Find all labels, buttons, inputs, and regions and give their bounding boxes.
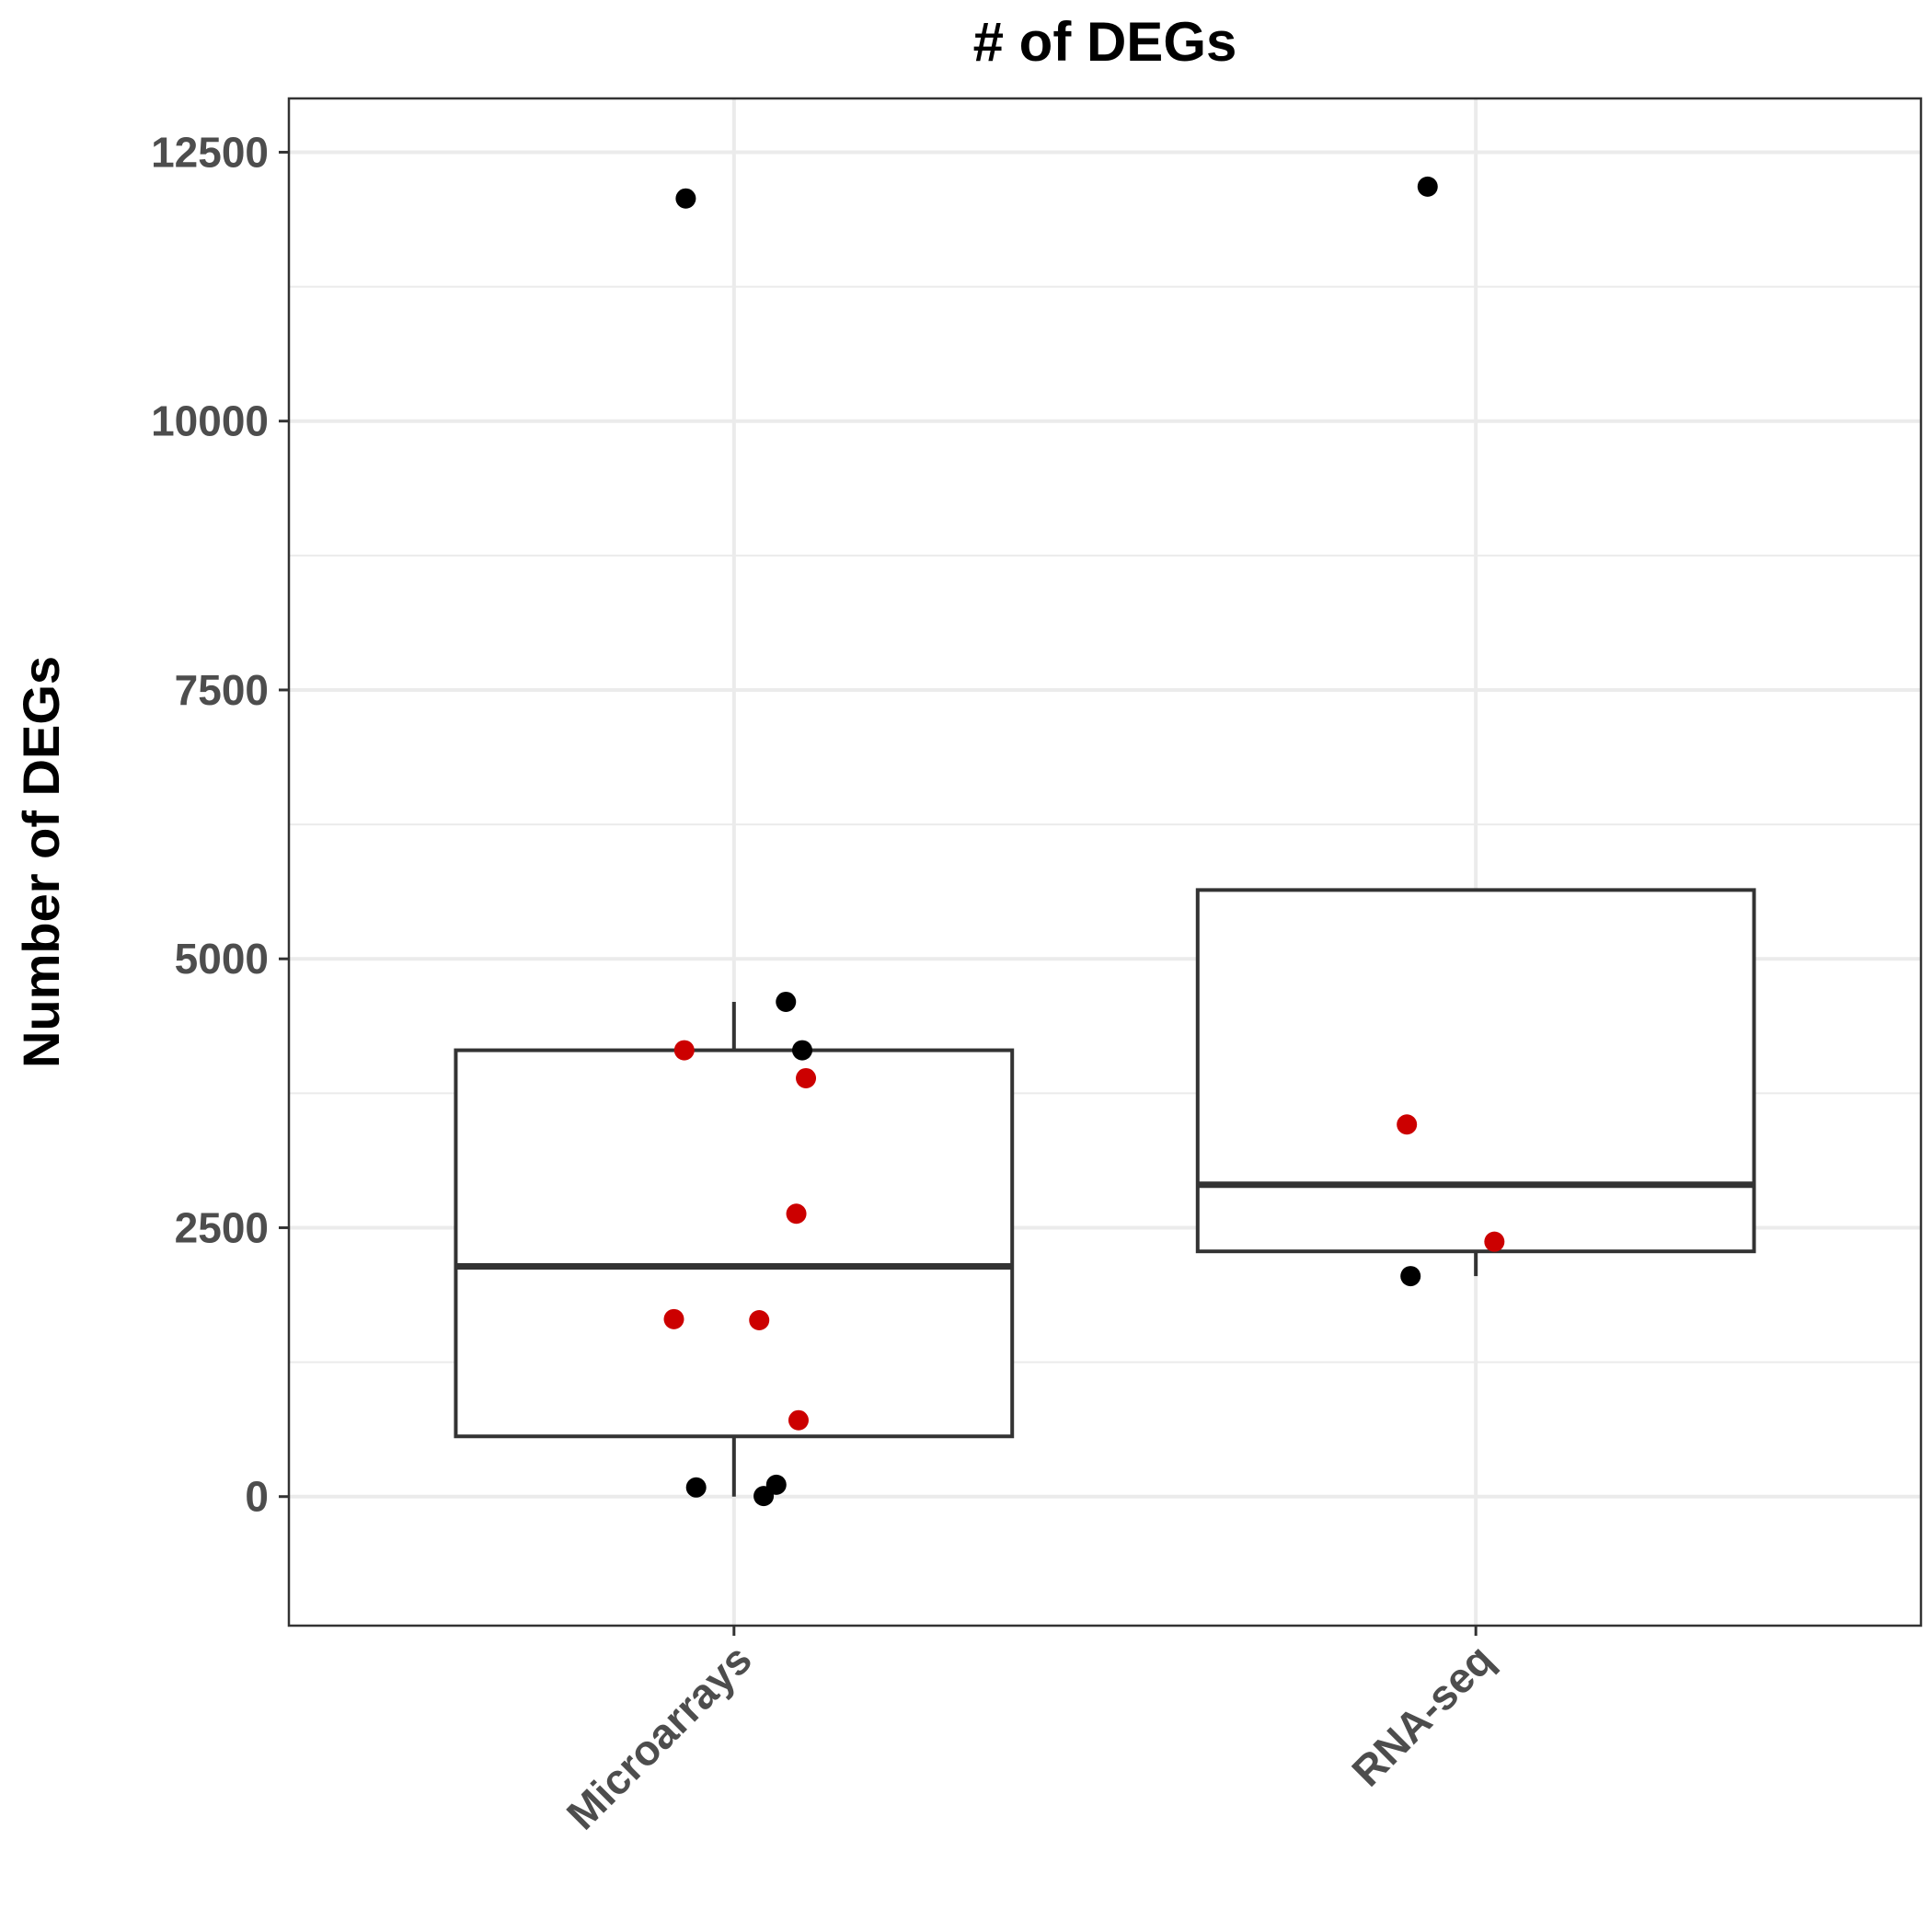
data-point — [753, 1486, 775, 1507]
y-axis-title: Number of DEGs — [12, 656, 70, 1068]
box-rna-seq — [1195, 888, 1756, 1254]
data-point — [1400, 1266, 1421, 1287]
y-tick-label: 5000 — [175, 935, 269, 983]
grid-layer — [289, 98, 1921, 1626]
data-point — [1417, 176, 1438, 197]
data-point — [685, 1477, 707, 1498]
y-tick-label: 2500 — [175, 1203, 269, 1251]
box-microarrays — [454, 1048, 1015, 1439]
y-tick-label: 7500 — [175, 666, 269, 714]
x-tick-label: RNA-seq — [1342, 1635, 1502, 1795]
y-tick-label: 12500 — [151, 128, 269, 176]
data-point-highlight — [796, 1067, 817, 1088]
data-point — [776, 991, 797, 1012]
y-tick-label: 0 — [245, 1473, 269, 1521]
data-point-highlight — [1397, 1114, 1418, 1135]
y-tick-label: 10000 — [151, 397, 269, 445]
data-point-highlight — [788, 1409, 809, 1431]
data-point-highlight — [1484, 1231, 1505, 1252]
data-point — [675, 188, 696, 209]
x-tick-label: Microarrays — [558, 1635, 761, 1838]
box-layer — [454, 888, 1756, 1497]
point-layer — [663, 176, 1505, 1507]
data-point-highlight — [673, 1040, 695, 1061]
data-point — [792, 1040, 813, 1061]
data-point-highlight — [786, 1203, 807, 1225]
panel-border — [287, 97, 1923, 1627]
chart-title: # of DEGs — [973, 11, 1237, 73]
data-point-highlight — [663, 1308, 684, 1329]
data-point-highlight — [749, 1310, 770, 1330]
